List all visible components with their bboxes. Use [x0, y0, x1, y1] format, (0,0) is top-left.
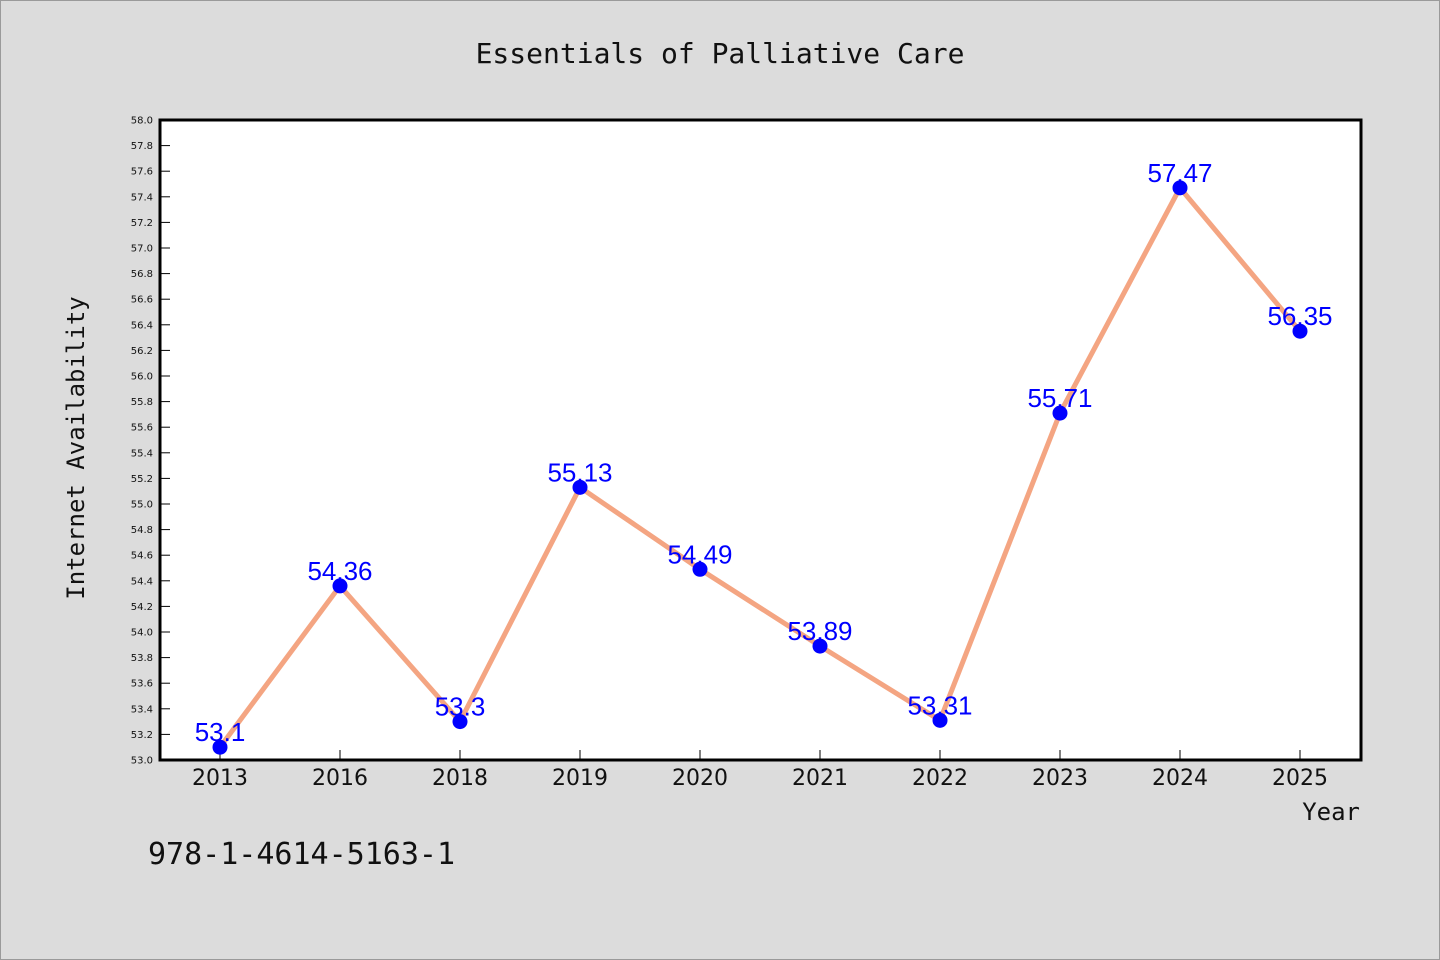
y-tick-label: 57.8	[131, 141, 153, 152]
y-tick-label: 55.4	[131, 448, 153, 459]
y-tick-label: 55.2	[131, 474, 153, 485]
x-tick-label: 2018	[432, 766, 488, 791]
x-tick-label: 2019	[552, 766, 608, 791]
data-point	[212, 739, 228, 755]
data-label: 54.49	[667, 539, 732, 569]
y-tick-label: 56.4	[131, 320, 153, 331]
data-label: 55.71	[1027, 383, 1092, 413]
x-axis-ticks: 2013 2016 2018 2019 2020 2021 2022 2023 2024 2025	[192, 750, 1328, 791]
x-tick-label: 2020	[672, 766, 728, 791]
data-point	[452, 714, 468, 730]
data-point	[332, 578, 348, 594]
y-tick-label: 57.2	[131, 218, 153, 229]
data-label: 53.3	[435, 692, 486, 722]
series-layer: 53.1 54.36 53.3 55.13 54.49 53.89 53.31 55.71 57…	[195, 158, 1333, 755]
y-tick-label: 57.0	[131, 244, 153, 255]
series-line	[217, 185, 1302, 749]
footer-code: 978-1-4614-5163-1	[148, 837, 455, 872]
y-tick-label: 53.4	[131, 704, 153, 715]
x-tick-label: 2021	[792, 766, 848, 791]
data-point	[812, 638, 828, 654]
x-tick-label: 2016	[312, 766, 368, 791]
y-tick-label: 55.6	[131, 423, 153, 434]
chart-title: Essentials of Palliative Care	[476, 37, 965, 70]
x-tick-label: 2013	[192, 766, 248, 791]
y-tick-label: 53.8	[131, 653, 153, 664]
plot-area	[158, 118, 1363, 762]
y-tick-label: 53.2	[131, 730, 153, 741]
y-tick-label: 57.4	[131, 192, 153, 203]
data-point	[572, 479, 588, 495]
x-tick-label: 2022	[912, 766, 968, 791]
y-tick-label: 55.8	[131, 397, 153, 408]
data-point	[932, 712, 948, 728]
data-label: 53.31	[907, 690, 972, 720]
y-tick-label: 56.0	[131, 372, 153, 383]
y-tick-label: 58.0	[131, 116, 153, 127]
data-label: 54.36	[307, 556, 372, 586]
data-label: 57.47	[1147, 158, 1212, 188]
y-axis-ticks: 53.0 53.2 53.4 53.6 53.8 54.0 54.2 54.4 54.6 54.8…	[131, 116, 170, 767]
y-tick-label: 54.6	[131, 551, 153, 562]
y-tick-label: 53.0	[131, 756, 153, 767]
x-tick-label: 2024	[1152, 766, 1208, 791]
y-tick-label: 56.2	[131, 346, 153, 357]
data-point	[692, 561, 708, 577]
y-tick-label: 53.6	[131, 679, 153, 690]
data-point	[1052, 405, 1068, 421]
y-tick-label: 56.6	[131, 295, 153, 306]
x-axis-title: Year	[1302, 798, 1360, 826]
y-tick-label: 56.8	[131, 269, 153, 280]
data-label: 53.1	[195, 717, 246, 747]
y-axis-title: Internet Availability	[62, 296, 90, 599]
data-point	[1172, 180, 1188, 196]
data-label: 56.35	[1267, 301, 1332, 331]
y-tick-label: 54.4	[131, 576, 153, 587]
x-tick-label: 2023	[1032, 766, 1088, 791]
y-tick-label: 57.6	[131, 167, 153, 178]
data-label: 55.13	[547, 457, 612, 487]
x-tick-label: 2025	[1272, 766, 1328, 791]
data-label: 53.89	[787, 616, 852, 646]
data-point	[1292, 323, 1308, 339]
y-tick-label: 54.0	[131, 628, 153, 639]
y-tick-label: 54.8	[131, 525, 153, 536]
y-tick-label: 55.0	[131, 500, 153, 511]
y-tick-label: 54.2	[131, 602, 153, 613]
